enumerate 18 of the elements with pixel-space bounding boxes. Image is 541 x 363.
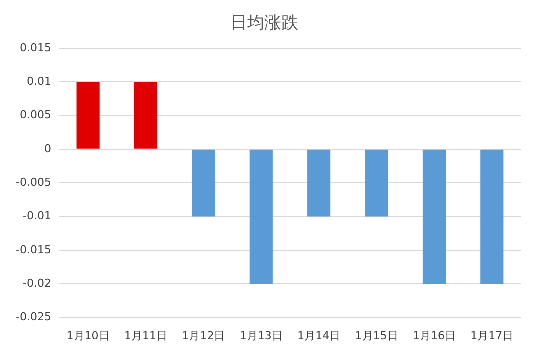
chart-title: 日均涨跌 (230, 14, 298, 34)
y-tick-label: -0.025 (16, 310, 52, 324)
x-tick-label: 1月15日 (355, 329, 398, 342)
y-tick-label: 0.005 (20, 108, 52, 122)
y-tick-label: 0 (44, 142, 52, 156)
x-tick-label: 1月12日 (182, 329, 226, 342)
x-tick-label: 1月11日 (124, 329, 168, 342)
x-tick-label: 1月13日 (240, 329, 283, 342)
x-tick-label: 1月14日 (298, 329, 341, 342)
y-tick-label: 0.015 (20, 41, 52, 54)
y-tick-label: -0.01 (22, 210, 52, 223)
y-tick-label: -0.02 (22, 276, 52, 290)
x-tick-label: 1月10日 (66, 329, 110, 342)
y-tick-label: -0.005 (16, 176, 52, 189)
x-tick-label: 1月17日 (470, 329, 514, 342)
y-tick-label: -0.015 (16, 243, 52, 256)
x-tick-label: 1月16日 (412, 329, 456, 342)
y-tick-label: 0.01 (26, 74, 52, 88)
